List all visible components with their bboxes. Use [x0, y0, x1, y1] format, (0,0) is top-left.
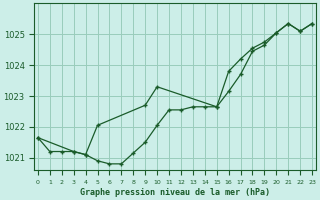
- X-axis label: Graphe pression niveau de la mer (hPa): Graphe pression niveau de la mer (hPa): [80, 188, 270, 197]
